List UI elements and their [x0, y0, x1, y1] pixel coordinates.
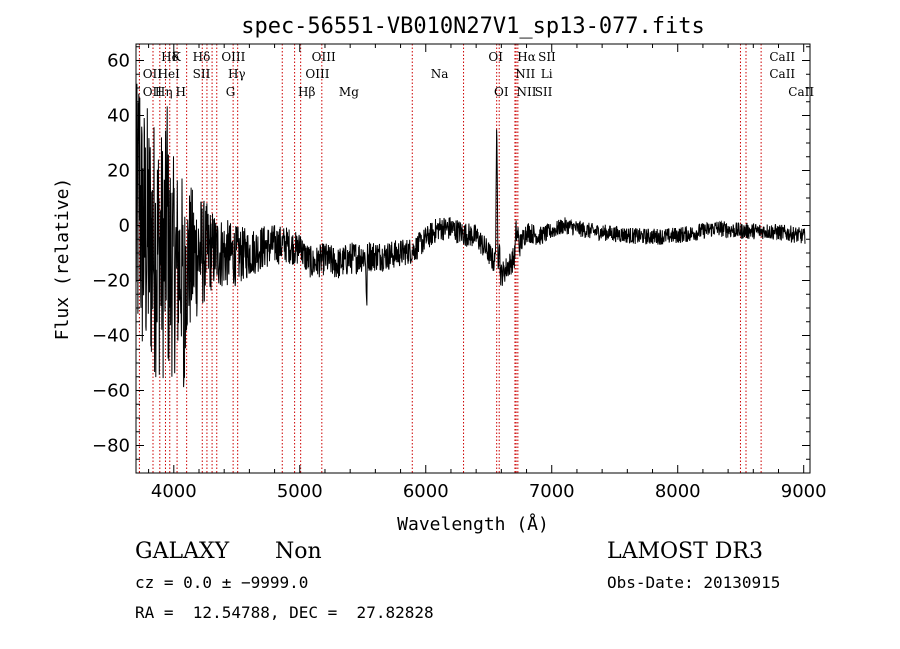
plot-frame	[135, 43, 811, 474]
y-tick-label-6: 40	[107, 106, 130, 127]
line-label-2: Hδ	[193, 50, 211, 64]
y-tick-label-4: 0	[119, 216, 130, 237]
survey-name: LAMOST DR3	[607, 539, 763, 564]
line-label-14: Na	[431, 67, 449, 81]
line-label-9: OII	[143, 67, 163, 81]
line-label-10: HeI	[158, 67, 181, 81]
y-tick-label-0: −80	[92, 436, 130, 457]
line-label-18: OII	[143, 85, 163, 99]
line-label-13: OIII	[305, 67, 329, 81]
x-tick-label-5: 9000	[781, 481, 827, 502]
spectrum-trace	[135, 83, 806, 388]
line-label-21: G	[226, 85, 236, 99]
observation-date: Obs-Date: 20130915	[607, 573, 781, 592]
line-label-3: OIII	[221, 50, 245, 64]
line-label-20: H	[175, 85, 185, 99]
y-tick-label-5: 20	[107, 161, 130, 182]
line-label-17: CaII	[769, 67, 795, 81]
redshift-readout: cz = 0.0 ± −9999.0	[135, 573, 309, 592]
line-label-11: SII	[193, 67, 211, 81]
object-class: GALAXY	[135, 539, 230, 564]
line-label-15: NII	[515, 67, 535, 81]
line-label-25: NII	[517, 85, 537, 99]
y-tick-label-3: −20	[92, 271, 130, 292]
y-axis-ticks: −80 −60 −40 −20 0 20 40 60	[92, 46, 810, 474]
line-label-24: OI	[494, 85, 509, 99]
x-tick-label-4: 8000	[655, 481, 701, 502]
chart-title: spec-56551-VB010N27V1_sp13-077.fits	[241, 14, 705, 39]
line-label-12: Hγ	[228, 67, 246, 81]
y-axis-label: Flux (relative)	[52, 178, 73, 341]
line-label-6: Hα	[517, 50, 536, 64]
x-tick-label-2: 6000	[403, 481, 449, 502]
x-axis-label: Wavelength (Å)	[397, 513, 549, 535]
spectrum-line	[135, 83, 806, 388]
x-tick-label-3: 7000	[529, 481, 575, 502]
line-label-23: Mg	[339, 85, 359, 99]
line-label-8: CaII	[769, 50, 795, 64]
object-subclass: Non	[275, 539, 322, 564]
line-label-1: K	[172, 50, 182, 64]
line-label-0: Hδ	[161, 50, 179, 64]
y-tick-label-1: −60	[92, 381, 130, 402]
line-label-4: OIII	[312, 50, 336, 64]
line-label-19: Hη	[155, 85, 173, 99]
y-tick-label-2: −40	[92, 326, 130, 347]
line-label-16: Li	[541, 67, 553, 81]
x-axis-ticks: 4000 5000 6000 7000 8000 9000	[148, 44, 827, 502]
y-tick-label-7: 60	[107, 51, 130, 72]
x-tick-label-1: 5000	[277, 481, 323, 502]
line-label-22: Hβ	[298, 85, 315, 99]
line-label-26: SII	[535, 85, 553, 99]
line-label-5: OI	[488, 50, 503, 64]
coordinates-readout: RA = 12.54788, DEC = 27.82828	[135, 603, 434, 622]
line-label-7: SII	[538, 50, 556, 64]
x-tick-label-0: 4000	[151, 481, 197, 502]
